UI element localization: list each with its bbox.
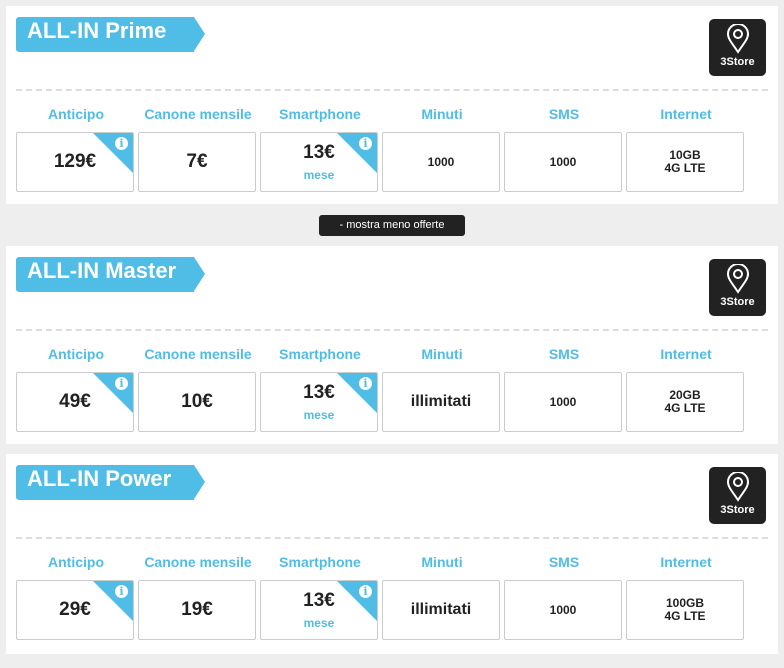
smartphone-unit: mese	[303, 168, 335, 182]
minuti-value: illimitati	[410, 601, 472, 618]
column-header: SMS	[548, 554, 580, 570]
offer-cell: 13€ mese i	[260, 132, 378, 192]
column-header: Anticipo	[48, 346, 104, 362]
internet-data: 10GB	[669, 148, 701, 162]
offer-cell: 100GB 4G LTE	[626, 580, 744, 640]
internet-network: 4G LTE	[664, 161, 706, 175]
info-corner	[337, 133, 377, 173]
info-icon[interactable]: i	[115, 137, 128, 150]
smartphone-unit: mese	[303, 408, 335, 422]
offer-cell: 1000	[504, 132, 622, 192]
offer-cell: 1000	[504, 580, 622, 640]
offer-cell: 1000	[504, 372, 622, 432]
map-pin-icon	[709, 24, 766, 54]
info-corner	[337, 373, 377, 413]
offer-cell: 1000	[382, 132, 500, 192]
info-corner	[93, 581, 133, 621]
smartphone-value: 13€	[303, 142, 335, 163]
column-header: SMS	[548, 106, 580, 122]
column-header: Smartphone	[279, 106, 361, 122]
info-icon[interactable]: i	[115, 585, 128, 598]
offer-cell: 13€ mese i	[260, 372, 378, 432]
store-label: 3Store	[720, 504, 755, 516]
column-header: Minuti	[421, 106, 463, 122]
smartphone-value: 13€	[303, 382, 335, 403]
minuti-value: 1000	[427, 154, 455, 169]
column-header: Minuti	[421, 346, 463, 362]
column-header: Anticipo	[48, 554, 104, 570]
info-icon[interactable]: i	[359, 585, 372, 598]
offer-card: ALL-IN Prime 3Store Anticipo Canone mensi…	[6, 6, 778, 204]
offer-title: ALL-IN Prime	[16, 17, 205, 52]
map-pin-icon	[709, 264, 766, 294]
internet-network: 4G LTE	[664, 401, 706, 415]
canone-value: 19€	[181, 599, 213, 620]
sms-value: 1000	[549, 394, 577, 409]
offer-cell: 49€ i	[16, 372, 134, 432]
store-locator-button[interactable]: 3Store	[709, 259, 766, 316]
store-locator-button[interactable]: 3Store	[709, 467, 766, 524]
anticipo-value: 129€	[53, 151, 97, 172]
offer-cell: 10€	[138, 372, 256, 432]
offer-title: ALL-IN Master	[16, 257, 205, 292]
column-header: Canone mensile	[144, 346, 252, 362]
anticipo-value: 49€	[59, 391, 91, 412]
canone-value: 7€	[186, 151, 208, 172]
store-label: 3Store	[720, 56, 755, 68]
offer-cell: 10GB 4G LTE	[626, 132, 744, 192]
info-icon[interactable]: i	[115, 377, 128, 390]
info-corner	[93, 373, 133, 413]
column-header: Anticipo	[48, 106, 104, 122]
anticipo-value: 29€	[59, 599, 91, 620]
divider	[16, 329, 768, 331]
offer-card: ALL-IN Master 3Store Anticipo Canone mens…	[6, 246, 778, 444]
offer-cell: 19€	[138, 580, 256, 640]
offer-cell: illimitati	[382, 580, 500, 640]
column-header: Smartphone	[279, 554, 361, 570]
show-less-offers-button[interactable]: - mostra meno offerte	[319, 215, 465, 236]
column-header: Internet	[660, 106, 712, 122]
offer-cell: 29€ i	[16, 580, 134, 640]
divider	[16, 89, 768, 91]
internet-data: 20GB	[669, 388, 701, 402]
offer-cell: 129€ i	[16, 132, 134, 192]
offer-cell: 20GB 4G LTE	[626, 372, 744, 432]
info-corner	[93, 133, 133, 173]
info-icon[interactable]: i	[359, 377, 372, 390]
store-locator-button[interactable]: 3Store	[709, 19, 766, 76]
offer-cell: 13€ mese i	[260, 580, 378, 640]
internet-data: 100GB	[665, 596, 705, 610]
offer-cell: illimitati	[382, 372, 500, 432]
minuti-value: illimitati	[410, 393, 472, 410]
info-corner	[337, 581, 377, 621]
offer-card: ALL-IN Power 3Store Anticipo Canone mensi…	[6, 454, 778, 654]
map-pin-icon	[709, 472, 766, 502]
offer-title: ALL-IN Power	[16, 465, 205, 500]
canone-value: 10€	[181, 391, 213, 412]
store-label: 3Store	[720, 296, 755, 308]
sms-value: 1000	[549, 154, 577, 169]
divider	[16, 537, 768, 539]
column-header: SMS	[548, 346, 580, 362]
sms-value: 1000	[549, 602, 577, 617]
column-header: Internet	[660, 346, 712, 362]
info-icon[interactable]: i	[359, 137, 372, 150]
smartphone-value: 13€	[303, 590, 335, 611]
internet-network: 4G LTE	[664, 609, 706, 623]
column-header: Smartphone	[279, 346, 361, 362]
column-header: Minuti	[421, 554, 463, 570]
smartphone-unit: mese	[303, 616, 335, 630]
column-header: Canone mensile	[144, 554, 252, 570]
offer-cell: 7€	[138, 132, 256, 192]
column-header: Canone mensile	[144, 106, 252, 122]
column-header: Internet	[660, 554, 712, 570]
